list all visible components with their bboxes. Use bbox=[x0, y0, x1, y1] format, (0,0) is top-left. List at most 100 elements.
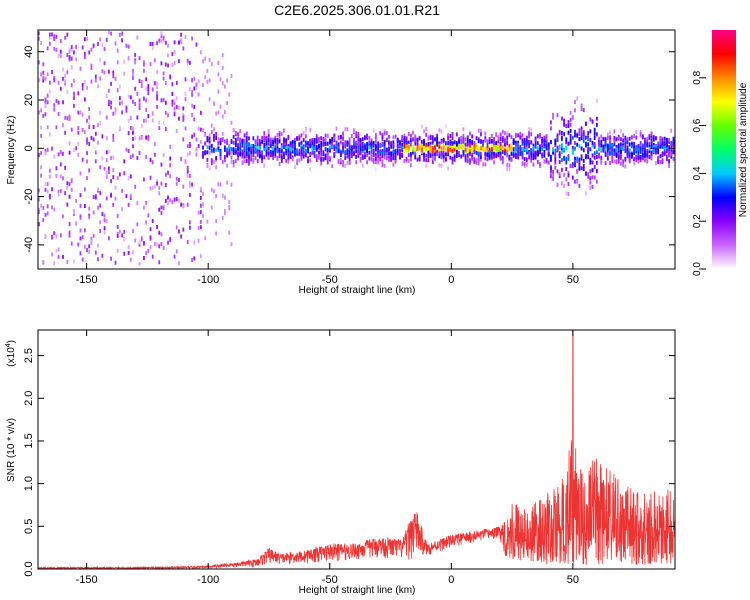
heatmap-cell bbox=[158, 126, 161, 131]
heatmap-cell bbox=[173, 197, 176, 202]
heatmap-cell bbox=[530, 132, 533, 137]
heatmap-cell bbox=[193, 117, 196, 122]
heatmap-cell bbox=[521, 161, 524, 166]
heatmap-cell bbox=[320, 151, 323, 156]
heatmap-cell bbox=[563, 132, 565, 137]
heatmap-cell bbox=[261, 139, 263, 144]
heatmap-cell bbox=[451, 156, 454, 161]
heatmap-cell bbox=[641, 134, 644, 139]
heatmap-cell bbox=[628, 157, 631, 162]
heatmap-cell bbox=[484, 152, 487, 157]
heatmap-cell bbox=[508, 133, 511, 138]
heatmap-cell bbox=[388, 158, 390, 163]
heatmap-cell bbox=[381, 133, 384, 138]
heatmap-cell bbox=[639, 146, 642, 151]
heatmap-cell bbox=[88, 141, 91, 146]
heatmap-cell bbox=[186, 202, 189, 207]
heatmap-cell bbox=[307, 149, 309, 154]
heatmap-cell bbox=[234, 149, 237, 154]
heatmap-cell bbox=[138, 150, 141, 155]
heatmap-cell bbox=[438, 154, 441, 159]
heatmap-cell bbox=[517, 133, 520, 138]
heatmap-cell bbox=[210, 130, 213, 135]
heatmap-cell bbox=[38, 110, 40, 115]
heatmap-cell bbox=[490, 147, 493, 152]
heatmap-cell bbox=[490, 151, 493, 156]
heatmap-cell bbox=[217, 137, 220, 142]
heatmap-cell bbox=[86, 176, 88, 181]
heatmap-cell bbox=[280, 155, 283, 160]
heatmap-cell bbox=[333, 133, 336, 138]
heatmap-cell bbox=[405, 141, 408, 146]
heatmap-cell bbox=[232, 127, 235, 132]
heatmap-cell bbox=[615, 137, 618, 142]
heatmap-cell bbox=[66, 116, 69, 121]
heatmap-cell bbox=[261, 135, 263, 140]
heatmap-cell bbox=[304, 128, 307, 133]
heatmap-cell bbox=[390, 141, 393, 146]
heatmap-cell bbox=[81, 112, 84, 117]
heatmap-cell bbox=[346, 154, 349, 159]
heatmap-cell bbox=[248, 146, 250, 151]
heatmap-cell bbox=[280, 148, 283, 153]
heatmap-cell bbox=[650, 138, 653, 143]
y-tick-label: -40 bbox=[23, 237, 35, 253]
heatmap-cell bbox=[110, 105, 113, 110]
heatmap-cell bbox=[578, 144, 581, 149]
heatmap-cell bbox=[206, 150, 209, 155]
heatmap-cell bbox=[263, 135, 266, 140]
heatmap-cell bbox=[366, 148, 369, 153]
heatmap-cell bbox=[471, 145, 474, 150]
heatmap-cell bbox=[145, 200, 148, 205]
heatmap-cell bbox=[453, 147, 456, 152]
heatmap-cell bbox=[595, 132, 598, 137]
heatmap-cell bbox=[199, 254, 202, 259]
heatmap-cell bbox=[379, 156, 382, 161]
heatmap-cell bbox=[219, 138, 222, 143]
heatmap-cell bbox=[145, 77, 148, 82]
heatmap-cell bbox=[536, 152, 539, 157]
heatmap-cell bbox=[499, 136, 502, 141]
heatmap-cell bbox=[147, 135, 150, 140]
heatmap-cell bbox=[560, 143, 563, 148]
heatmap-cell bbox=[53, 46, 56, 51]
heatmap-cell bbox=[504, 139, 506, 144]
heatmap-cell bbox=[666, 149, 668, 154]
heatmap-cell bbox=[256, 159, 259, 164]
heatmap-cell bbox=[604, 161, 607, 166]
heatmap-cell bbox=[550, 166, 552, 171]
heatmap-cell bbox=[460, 135, 463, 140]
heatmap-cell bbox=[471, 152, 474, 157]
heatmap-cell bbox=[480, 132, 482, 137]
heatmap-cell bbox=[38, 31, 40, 36]
heatmap-cell bbox=[263, 143, 266, 148]
heatmap-cell bbox=[252, 158, 255, 163]
heatmap-cell bbox=[162, 206, 165, 211]
heatmap-cell bbox=[655, 150, 657, 155]
heatmap-cell bbox=[641, 144, 644, 149]
heatmap-cell bbox=[296, 161, 299, 166]
heatmap-cell bbox=[416, 147, 419, 152]
heatmap-cell bbox=[40, 133, 42, 138]
heatmap-cell bbox=[48, 36, 51, 41]
heatmap-cell bbox=[57, 247, 60, 252]
heatmap-cell bbox=[83, 37, 86, 42]
heatmap-cell bbox=[550, 157, 552, 162]
heatmap-cell bbox=[556, 113, 559, 118]
heatmap-cell bbox=[276, 140, 279, 145]
heatmap-cell bbox=[639, 158, 642, 163]
heatmap-cell bbox=[541, 146, 544, 151]
heatmap-cell bbox=[309, 138, 312, 143]
heatmap-cell bbox=[53, 207, 56, 212]
heatmap-cell bbox=[519, 131, 522, 136]
heatmap-cell bbox=[215, 131, 218, 136]
heatmap-cell bbox=[550, 174, 552, 179]
heatmap-cell bbox=[613, 152, 616, 157]
heatmap-cell bbox=[156, 242, 158, 247]
heatmap-cell bbox=[552, 112, 555, 117]
heatmap-cell bbox=[287, 156, 290, 161]
heatmap-cell bbox=[574, 163, 576, 168]
heatmap-cell bbox=[267, 155, 270, 160]
heatmap-cell bbox=[232, 160, 235, 165]
